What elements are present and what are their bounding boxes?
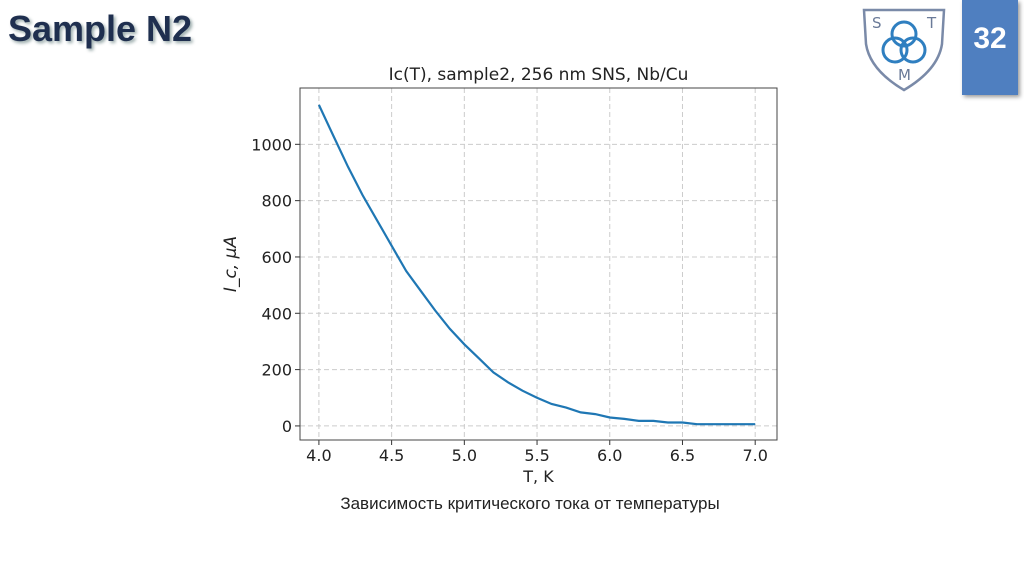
x-axis-label: T, K xyxy=(522,467,554,486)
x-tick-label: 6.5 xyxy=(670,446,695,465)
svg-text:S: S xyxy=(872,14,882,32)
x-tick-label: 5.5 xyxy=(524,446,549,465)
y-tick-label: 200 xyxy=(261,361,292,380)
x-tick-label: 4.5 xyxy=(379,446,404,465)
x-tick-label: 4.0 xyxy=(306,446,331,465)
x-tick-label: 6.0 xyxy=(597,446,622,465)
chart-caption: Зависимость критического тока от темпера… xyxy=(340,494,720,513)
plot-frame xyxy=(299,87,778,441)
svg-text:M: M xyxy=(898,66,911,84)
x-tick-label: 7.0 xyxy=(742,446,767,465)
y-axis-label: I_c, μA xyxy=(221,236,241,292)
page-number-badge: 32 xyxy=(962,0,1018,95)
y-tick-label: 600 xyxy=(261,248,292,267)
chart-title: Ic(T), sample2, 256 nm SNS, Nb/Cu xyxy=(389,65,689,85)
y-tick-label: 1000 xyxy=(251,135,292,154)
data-line xyxy=(317,104,756,426)
slide-title: Sample N2 xyxy=(8,8,193,49)
y-tick-label: 0 xyxy=(282,417,292,436)
y-tick-label: 400 xyxy=(261,304,292,323)
y-tick-label: 800 xyxy=(261,192,292,211)
svg-text:T: T xyxy=(926,14,937,32)
stm-logo: S T M xyxy=(862,8,946,92)
x-tick-label: 5.0 xyxy=(452,446,477,465)
